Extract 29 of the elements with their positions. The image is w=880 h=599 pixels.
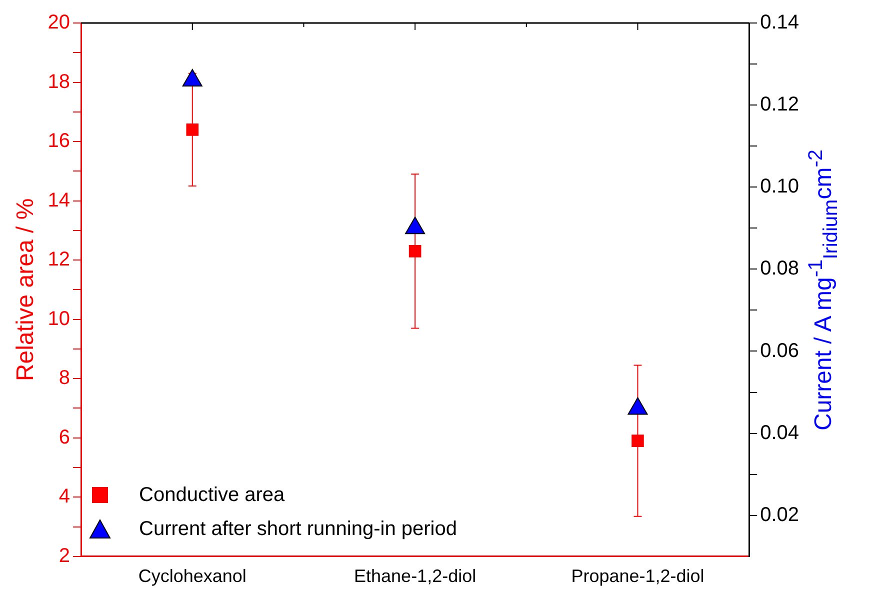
x-tick-label: Cyclohexanol xyxy=(138,566,246,586)
y-tick-label: 6 xyxy=(58,426,70,448)
y-tick-label: 8 xyxy=(58,367,70,390)
y-tick-label: 18 xyxy=(48,70,70,93)
point xyxy=(186,124,199,136)
y-tick-label: 16 xyxy=(48,130,70,152)
y-tick-label: 2 xyxy=(58,544,70,567)
point xyxy=(628,397,648,415)
y-tick-label: 10 xyxy=(48,308,70,330)
y2-tick-label: 0.08 xyxy=(760,258,800,280)
legend-label: Conductive area xyxy=(139,483,285,508)
point xyxy=(632,434,644,447)
y-tick-label: 4 xyxy=(58,486,70,508)
y-tick-label: 12 xyxy=(48,248,70,271)
x-tick-label: Propane-1,2-diol xyxy=(571,566,704,586)
y2-tick-label: 0.02 xyxy=(760,504,800,526)
y-tick-label: 20 xyxy=(48,12,70,34)
y2-tick-label: 0.10 xyxy=(760,176,800,198)
y2-tick-label: 0.04 xyxy=(760,422,800,444)
y-axis-title: Relative area / % xyxy=(12,198,40,382)
y2-tick-label: 0.14 xyxy=(760,12,800,34)
y2-tick-label: 0.06 xyxy=(760,340,800,362)
y-tick-label: 14 xyxy=(48,189,70,212)
x-tick-label: Ethane-1,2-diol xyxy=(354,566,476,586)
y2-tick-label: 0.12 xyxy=(760,94,800,116)
point xyxy=(408,245,422,258)
point xyxy=(405,216,426,234)
legend-label: Current after short running-in period xyxy=(139,517,457,542)
point xyxy=(182,68,202,86)
